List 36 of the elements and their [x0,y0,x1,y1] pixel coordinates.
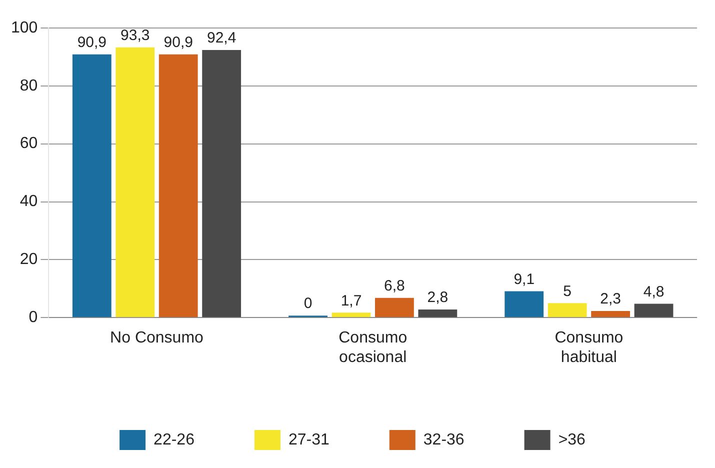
data-label: 90,9 [164,34,193,51]
data-label: 9,1 [514,270,535,288]
x-tick-label: Consumo ocasional [338,330,408,366]
data-label: 4,8 [643,283,664,300]
data-label: 6,8 [384,278,405,295]
legend-label: 32-36 [423,431,464,448]
data-label: 2,3 [600,290,621,308]
data-label: 90,9 [77,34,107,51]
y-tick-label: 100 [10,19,38,36]
bar [548,303,587,318]
bar [418,309,458,318]
y-tick-label: 60 [20,135,38,152]
data-label: 1,7 [340,292,362,310]
bar [332,312,371,318]
bar [375,298,414,318]
y-tick-label: 40 [20,193,38,210]
data-label: 92,4 [206,30,236,47]
bar [504,291,544,318]
legend-label: 27-31 [288,431,330,448]
x-tick-label: Consumo habitual [554,330,624,366]
bar [158,54,198,318]
bar [202,50,242,318]
y-tick-label: 80 [20,77,38,94]
y-tick-label: 0 [28,309,38,326]
bar [634,304,674,318]
data-label: 0 [304,295,312,312]
y-tick-label: 20 [20,251,38,268]
data-label: 5 [563,282,572,300]
x-tick-label: No Consumo [110,330,204,347]
bar [591,310,630,318]
bar [116,47,155,318]
bar [72,54,112,318]
data-label: 93,3 [120,27,150,44]
legend-label: >36 [558,431,586,448]
legend-label: 22-26 [154,431,195,448]
data-label: 2,8 [427,289,448,306]
